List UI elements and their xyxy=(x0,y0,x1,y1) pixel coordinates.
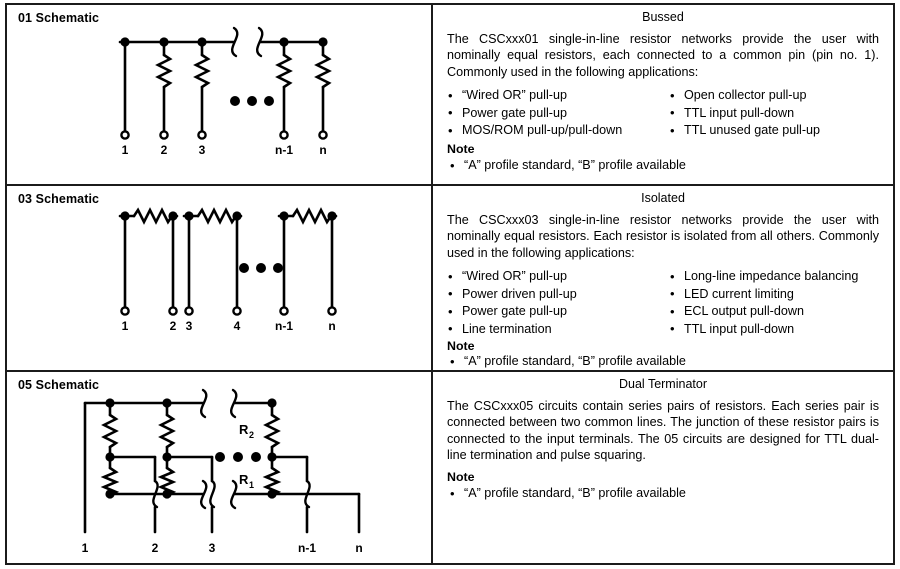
resistor-label-r2-text: R xyxy=(239,422,249,437)
pin-label: n-1 xyxy=(298,541,316,555)
pane-title-dual-terminator: Dual Terminator xyxy=(618,377,707,391)
applications-column-right: Open collector pull-up TTL input pull-do… xyxy=(669,87,899,140)
schematic-03-drawing: 1 2 3 4 n-1 n xyxy=(118,207,338,333)
section-05-dual-terminator: 05 Schematic xyxy=(7,370,893,563)
applications-column-left: “Wired OR” pull-up Power driven pull-up … xyxy=(447,268,669,338)
section-01-bussed: 01 Schematic xyxy=(7,5,893,184)
note-heading-03: Note xyxy=(447,339,475,353)
pin-label: n-1 xyxy=(275,319,293,333)
list-item: Line termination xyxy=(447,320,669,339)
ellipsis-dots-05 xyxy=(215,452,261,462)
list-item: Open collector pull-up xyxy=(669,87,899,105)
note-list-01: “A” profile standard, “B” profile availa… xyxy=(447,157,885,175)
section-03-isolated: 03 Schematic xyxy=(7,184,893,370)
note-heading-05: Note xyxy=(447,470,475,484)
note-list-05: “A” profile standard, “B” profile availa… xyxy=(447,485,885,503)
pin-label: 2 xyxy=(170,319,177,333)
description-pane-05: Dual Terminator The CSCxxx05 circuits co… xyxy=(431,372,893,563)
pin-label: 3 xyxy=(186,319,193,333)
list-item: MOS/ROM pull-up/pull-down xyxy=(447,122,669,140)
pin-label: n-1 xyxy=(275,143,293,157)
resistor-label-r2: R 2 xyxy=(239,422,254,440)
section-01-label: 01 Schematic xyxy=(18,11,100,25)
list-item: “A” profile standard, “B” profile availa… xyxy=(447,157,885,175)
resistor-label-r1: R 1 xyxy=(239,472,254,490)
pin-label: 3 xyxy=(199,143,206,157)
note-list-03: “A” profile standard, “B” profile availa… xyxy=(447,353,885,371)
applications-column-left: “Wired OR” pull-up Power gate pull-up MO… xyxy=(447,87,669,140)
list-item: “Wired OR” pull-up xyxy=(447,87,669,105)
list-item: Power gate pull-up xyxy=(447,104,669,123)
pane-title-bussed: Bussed xyxy=(642,10,684,24)
description-text-05: The CSCxxx05 circuits contain series pai… xyxy=(447,399,879,462)
ellipsis-dots-03 xyxy=(239,263,283,273)
schematic-pane-01: 01 Schematic xyxy=(7,5,431,184)
description-text-03: The CSCxxx03 single-in-line resistor net… xyxy=(447,213,879,260)
ellipsis-dots-01 xyxy=(230,96,274,106)
list-item: TTL unused gate pull-up xyxy=(669,122,899,140)
list-item: Power driven pull-up xyxy=(447,285,669,304)
pin-label: 3 xyxy=(209,541,216,555)
pane-title-isolated: Isolated xyxy=(641,191,685,205)
pin-label: 1 xyxy=(122,143,129,157)
outer-frame: 01 Schematic xyxy=(5,3,895,565)
pin-label: 2 xyxy=(152,541,159,555)
resistor-label-r1-sub: 1 xyxy=(249,480,254,490)
list-item: “A” profile standard, “B” profile availa… xyxy=(447,485,885,503)
note-heading-01: Note xyxy=(447,142,475,156)
pin-label: n xyxy=(355,541,362,555)
section-03-label: 03 Schematic xyxy=(18,192,100,206)
pin-label: 4 xyxy=(234,319,241,333)
list-item: ECL output pull-down xyxy=(669,303,899,321)
applications-column-right: Long-line impedance balancing LED curren… xyxy=(669,268,899,338)
pin-label: 1 xyxy=(82,541,89,555)
pin-label: 2 xyxy=(161,143,168,157)
schematic-05-drawing: R 2 R 1 1 2 3 n-1 n xyxy=(82,388,363,555)
list-item: LED current limiting xyxy=(669,285,899,304)
pin-label: n xyxy=(319,143,326,157)
list-item: TTL input pull-down xyxy=(669,104,899,123)
resistor-label-r2-sub: 2 xyxy=(249,430,254,440)
section-05-label: 05 Schematic xyxy=(18,378,100,392)
list-item: “A” profile standard, “B” profile availa… xyxy=(447,353,885,371)
description-pane-03: Isolated The CSCxxx03 single-in-line res… xyxy=(431,186,893,370)
pin-label: 1 xyxy=(122,319,129,333)
schematic-01-drawing: 1 2 3 n-1 n xyxy=(118,26,332,157)
schematic-pane-03: 03 Schematic xyxy=(7,186,431,370)
schematic-pane-05: 05 Schematic xyxy=(7,372,431,563)
description-pane-01: Bussed The CSCxxx01 single-in-line resis… xyxy=(431,5,893,184)
list-item: Power gate pull-up xyxy=(447,303,669,321)
pin-label: n xyxy=(328,319,335,333)
list-item: TTL input pull-down xyxy=(669,320,899,339)
list-item: Long-line impedance balancing xyxy=(669,268,899,286)
description-text-01: The CSCxxx01 single-in-line resistor net… xyxy=(447,32,879,79)
list-item: “Wired OR” pull-up xyxy=(447,268,669,286)
resistor-label-r1-text: R xyxy=(239,472,249,487)
